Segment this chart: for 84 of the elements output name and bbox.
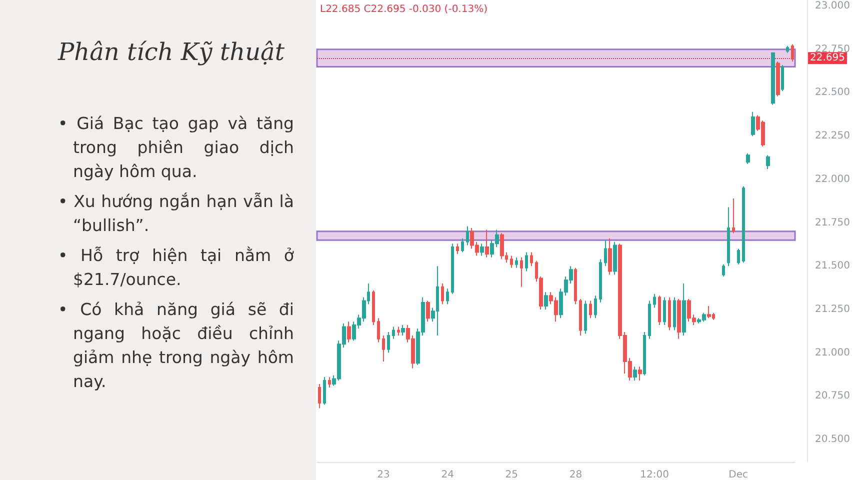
y-tick-label: 21.500 <box>815 260 850 272</box>
candlestick <box>613 241 617 276</box>
candlestick <box>377 318 380 343</box>
candlestick <box>648 300 651 340</box>
candlestick <box>633 366 637 382</box>
x-tick-label: 12:00 <box>640 470 669 480</box>
x-tick-label: Dec <box>728 470 748 480</box>
candlestick <box>456 243 459 254</box>
text: • Hỗ trợ hiện tại nằm ở $21.7/ounce. <box>58 245 294 291</box>
candlestick <box>372 290 375 326</box>
candlestick <box>480 243 484 256</box>
candlestick <box>786 45 789 54</box>
candlestick <box>682 282 686 336</box>
candlestick <box>781 64 784 92</box>
candlestick <box>608 238 612 276</box>
candlestick <box>643 331 646 376</box>
candlestick <box>401 324 405 336</box>
candlestick <box>771 52 775 106</box>
candlestick <box>668 296 671 331</box>
text: • Xu hướng ngắn hạn vẫn là “bullish”. <box>58 191 294 237</box>
candlestick <box>658 295 661 326</box>
x-tick-label: 25 <box>505 470 518 480</box>
candlestick <box>727 206 730 267</box>
text: Phân tích Kỹ thuật <box>58 38 284 66</box>
x-tick-label: 24 <box>441 470 454 480</box>
candlestick <box>742 186 745 264</box>
candlestick <box>722 264 725 278</box>
candlestick <box>751 111 755 137</box>
y-tick-label: 21.000 <box>815 347 850 358</box>
candlestick <box>599 258 602 304</box>
candlestick <box>387 331 390 354</box>
candlestick <box>451 243 454 294</box>
candlestick <box>318 383 321 409</box>
candlestick <box>510 255 513 268</box>
candlestick <box>328 376 331 388</box>
candlestick <box>426 300 430 322</box>
y-tick-label: 21.750 <box>815 217 850 228</box>
candlestick <box>737 248 740 265</box>
candlestick <box>525 252 528 272</box>
candlestick <box>323 376 326 406</box>
candlestick <box>446 288 449 305</box>
candlestick <box>653 293 656 308</box>
candlestick <box>638 366 642 382</box>
candlestick <box>347 321 351 343</box>
y-tick-label: 21.250 <box>815 304 850 315</box>
y-tick-label: 23.000 <box>815 0 850 12</box>
candlestick <box>594 295 597 319</box>
candlestick <box>574 267 577 305</box>
candlestick <box>441 282 444 305</box>
candlestick <box>515 256 518 268</box>
candlestick <box>397 326 400 336</box>
candlestick <box>466 226 469 246</box>
candlestick <box>673 296 676 331</box>
candlestick <box>746 152 750 164</box>
y-tick-label: 20.750 <box>815 390 850 402</box>
y-tick-label: 20.500 <box>815 434 850 445</box>
candlestick <box>461 238 464 253</box>
candlestick <box>530 252 533 267</box>
candlestick <box>520 256 523 288</box>
candlestick <box>776 61 780 97</box>
y-tick-label: 22.500 <box>815 87 850 98</box>
candlestick <box>579 298 582 336</box>
candlestick <box>589 300 592 319</box>
text: • Giá Bạc tạo gap và tăng trong phiên giao dịch ngày hôm qua. <box>58 113 294 183</box>
text: • Có khả năng giá sẽ đi ngang hoặc điều chỉnh giảm nhẹ trong ngày hôm nay. <box>58 299 294 393</box>
candlestick <box>766 154 770 170</box>
candlestick <box>791 44 794 62</box>
x-tick-label: 23 <box>377 470 390 480</box>
candlestick <box>604 240 607 267</box>
candlestick <box>663 296 666 326</box>
candlestick <box>392 326 395 340</box>
candlestick <box>485 229 489 258</box>
y-tick-label: 22.250 <box>815 130 850 142</box>
candlestick <box>677 298 681 340</box>
y-tick-label: 22.000 <box>815 174 850 185</box>
candlestick <box>382 334 385 362</box>
candlestick <box>500 232 504 260</box>
candlestick <box>544 292 548 310</box>
candlestick <box>707 305 711 319</box>
candlestick <box>584 300 587 334</box>
x-tick-label: 28 <box>569 470 582 480</box>
ref-line-label: 22.695 <box>810 52 846 64</box>
annotation: L22.685 C22.695 -0.030 (-0.13%) <box>320 4 488 15</box>
candlestick <box>732 198 735 234</box>
